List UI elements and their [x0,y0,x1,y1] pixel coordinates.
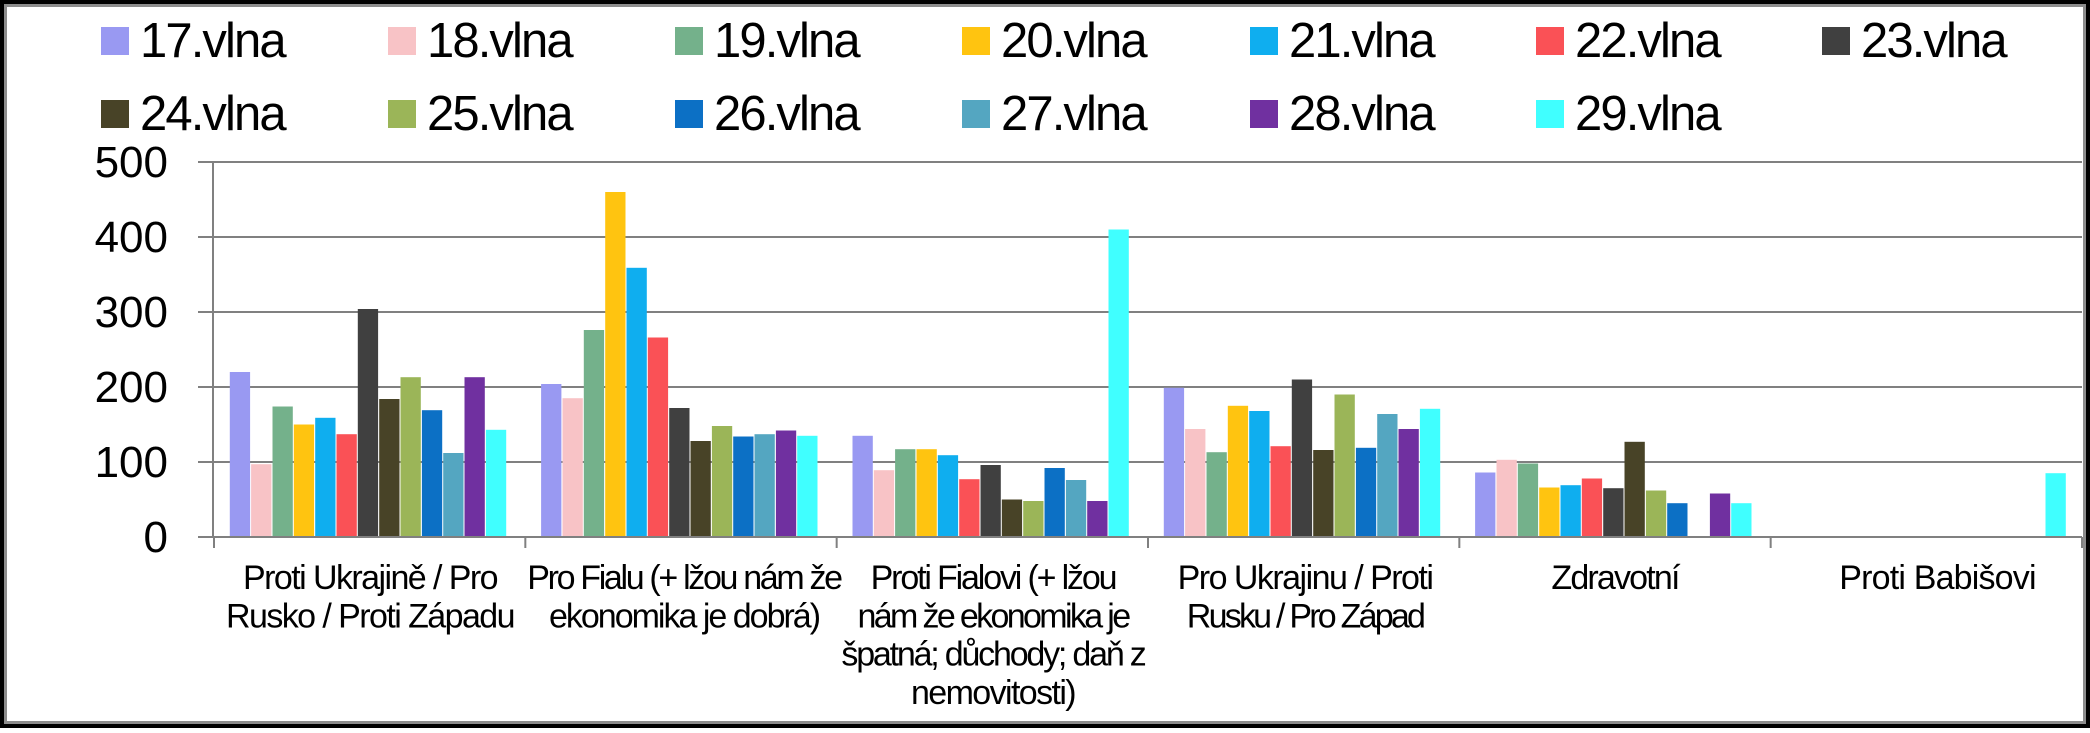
svg-text:22.vlna: 22.vlna [1575,14,1722,68]
svg-text:18.vlna: 18.vlna [427,14,574,68]
svg-text:300: 300 [95,288,168,337]
svg-text:ekonomika je dobrá): ekonomika je dobrá) [549,597,820,635]
svg-text:Proti Fialovi (+ lžou: Proti Fialovi (+ lžou [871,559,1116,597]
svg-text:Rusko / Proti Západu: Rusko / Proti Západu [226,597,514,635]
svg-text:24.vlna: 24.vlna [140,87,287,141]
svg-text:25.vlna: 25.vlna [427,87,574,141]
svg-text:23.vlna: 23.vlna [1861,14,2008,68]
svg-text:Pro Ukrajinu / Proti: Pro Ukrajinu / Proti [1178,559,1433,597]
svg-text:20.vlna: 20.vlna [1001,14,1148,68]
svg-text:Rusku / Pro Západ: Rusku / Pro Západ [1187,597,1424,635]
svg-text:200: 200 [95,363,168,412]
svg-text:Pro Fialu (+ lžou nám že: Pro Fialu (+ lžou nám že [527,559,842,597]
svg-text:28.vlna: 28.vlna [1289,87,1436,141]
svg-text:nám že ekonomika je: nám že ekonomika je [858,597,1131,635]
svg-text:26.vlna: 26.vlna [714,87,861,141]
svg-text:21.vlna: 21.vlna [1289,14,1436,68]
svg-text:špatná; důchody; daň z: špatná; důchody; daň z [841,636,1145,674]
svg-text:Proti Babišovi: Proti Babišovi [1839,559,2035,597]
svg-text:17.vlna: 17.vlna [140,14,287,68]
svg-text:nemovitosti): nemovitosti) [911,674,1075,712]
svg-text:400: 400 [95,213,168,262]
svg-text:500: 500 [95,138,168,187]
svg-text:Zdravotní: Zdravotní [1551,559,1681,597]
svg-text:Proti Ukrajině / Pro: Proti Ukrajině / Pro [243,559,498,597]
svg-text:27.vlna: 27.vlna [1001,87,1148,141]
svg-text:0: 0 [144,513,168,562]
svg-text:19.vlna: 19.vlna [714,14,861,68]
svg-text:29.vlna: 29.vlna [1575,87,1722,141]
svg-text:100: 100 [95,438,168,487]
